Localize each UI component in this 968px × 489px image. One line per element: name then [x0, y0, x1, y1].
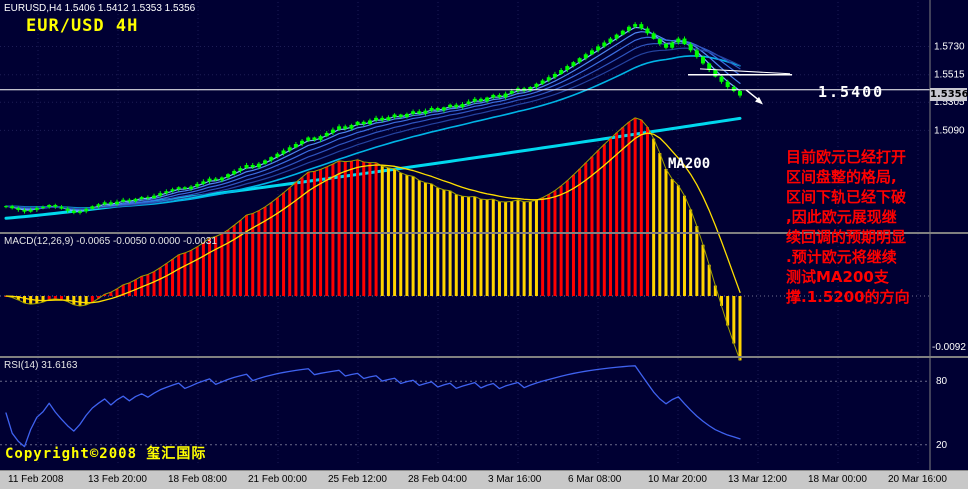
analysis-note: 目前欧元已经打开 区间盘整的格局, 区间下轨已经下破 ,因此欧元展现继 续回调的… [786, 148, 910, 306]
time-axis-label: 20 Mar 16:00 [888, 474, 947, 485]
time-axis-label: 3 Mar 16:00 [488, 474, 542, 485]
price-axis-label: 1.5515 [934, 70, 965, 81]
macd-indicator-label: MACD(12,26,9) -0.0065 -0.0050 0.0000 -0.… [4, 236, 217, 247]
time-axis-label: 25 Feb 12:00 [328, 474, 387, 485]
time-axis-label: 13 Mar 12:00 [728, 474, 787, 485]
time-axis-label: 11 Feb 2008 [8, 474, 64, 485]
rsi-indicator-label: RSI(14) 31.6163 [4, 360, 78, 371]
current-price-tag: 1.5356 [930, 88, 968, 101]
price-axis-label: 1.5305 [934, 97, 965, 108]
macd-axis-label: -0.0092 [932, 342, 966, 353]
down-arrow-head [755, 96, 763, 105]
time-axis-label: 28 Feb 04:00 [408, 474, 467, 485]
rsi-axis-label: 20 [936, 440, 948, 451]
time-axis-label: 18 Mar 00:00 [808, 474, 867, 485]
price-axis-label: 1.5090 [934, 125, 965, 136]
time-axis-label: 10 Mar 20:00 [648, 474, 707, 485]
time-axis-label: 13 Feb 20:00 [88, 474, 147, 485]
chart-canvas[interactable]: 1.5730 1.5515 1.5305 1.5090 -0.0092 80 20 [0, 0, 968, 470]
copyright-text: Copyright©2008 玺汇国际 [5, 446, 207, 462]
time-axis-label: 18 Feb 08:00 [168, 474, 227, 485]
symbol-quote-line: EURUSD,H4 1.5406 1.5412 1.5353 1.5356 [4, 3, 196, 14]
time-axis-label: 21 Feb 00:00 [248, 474, 307, 485]
ma200-annotation: MA200 [668, 156, 711, 172]
time-axis-label: 6 Mar 08:00 [568, 474, 622, 485]
price-level-annotation: 1.5400 [818, 83, 885, 101]
trendline-segment [699, 68, 791, 75]
chart-title-label: EUR/USD 4H [26, 16, 139, 36]
price-axis-label: 1.5730 [934, 42, 965, 53]
time-axis[interactable]: 11 Feb 2008 13 Feb 20:00 18 Feb 08:00 21 Fe… [0, 470, 968, 489]
rsi-axis-label: 80 [936, 376, 948, 387]
